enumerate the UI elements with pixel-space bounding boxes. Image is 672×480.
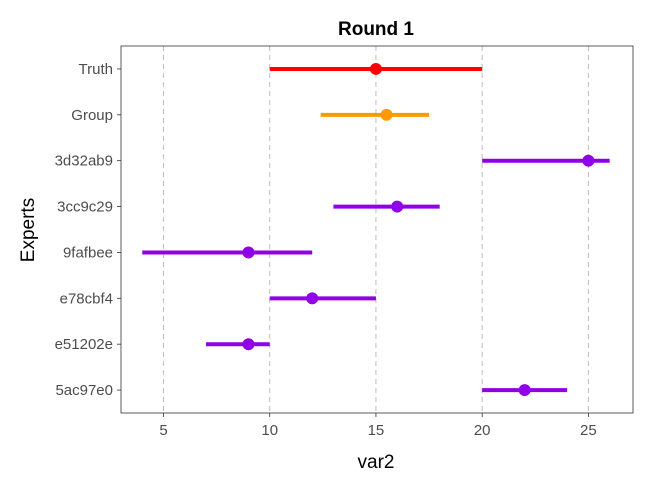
interval-point	[242, 338, 255, 351]
x-tick-label: 15	[368, 422, 385, 439]
x-axis: 5 10 15 20 25	[159, 413, 597, 439]
grid-lines	[162, 46, 589, 413]
y-tick-label: 5ac97e0	[55, 382, 113, 399]
interval-point	[582, 154, 595, 167]
interval-point	[306, 292, 319, 305]
interval-point	[380, 108, 393, 121]
y-tick-label: e51202e	[55, 336, 113, 353]
interval-point	[369, 62, 382, 75]
x-axis-title: var2	[358, 452, 395, 473]
y-tick-label: 3cc9c29	[57, 199, 113, 216]
x-tick-label: 25	[580, 422, 597, 439]
y-tick-label: 9fafbee	[63, 244, 113, 261]
x-tick-label: 10	[261, 422, 278, 439]
x-tick-label: 5	[159, 422, 167, 439]
chart-title: Round 1	[338, 19, 414, 40]
y-axis-title: Experts	[18, 198, 39, 262]
interval-point	[391, 200, 404, 213]
y-tick-label: 3d32ab9	[55, 153, 113, 170]
y-tick-label: Group	[71, 107, 113, 124]
y-tick-label: e78cbf4	[60, 290, 113, 307]
interval-point	[242, 246, 255, 259]
y-tick-label: Truth	[79, 61, 113, 78]
interval-point	[518, 384, 531, 397]
y-axis: Truth Group 3d32ab9 3cc9c29 9fafbee e78cbf4 e5…	[55, 61, 121, 399]
plot-panel	[120, 45, 634, 414]
x-tick-label: 20	[474, 422, 491, 439]
data-marks	[142, 62, 610, 397]
